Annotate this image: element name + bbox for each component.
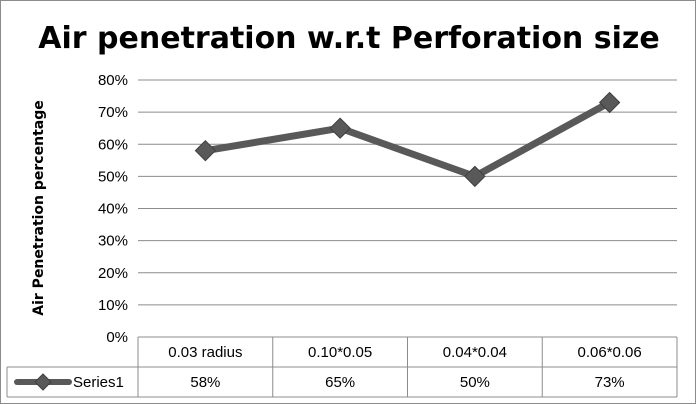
data-table-value: 58% <box>190 374 220 391</box>
category-label: 0.06*0.06 <box>578 344 642 361</box>
y-tick-label: 10% <box>98 297 128 314</box>
data-point-marker <box>329 117 351 139</box>
y-axis-label: Air Penetration percentage <box>31 100 47 315</box>
y-tick-label: 30% <box>98 233 128 250</box>
legend-marker-swatch <box>34 373 52 391</box>
chart-title: Air penetration w.r.t Perforation size <box>38 21 659 56</box>
data-table-value: 65% <box>325 374 355 391</box>
data-point-marker <box>598 91 621 114</box>
series-line <box>201 98 614 180</box>
y-tick-label: 50% <box>98 168 128 185</box>
y-tick-label: 70% <box>98 104 128 121</box>
category-label: 0.04*0.04 <box>443 344 507 361</box>
data-table: 0.03 radius 0.10*0.05 0.04*0.04 0.06*0.06 Se… <box>6 336 678 398</box>
data-table-value: 73% <box>595 374 625 391</box>
category-label: 0.03 radius <box>168 344 242 361</box>
y-tick-label: 0% <box>106 329 128 346</box>
legend-series-name: Series1 <box>73 374 124 391</box>
y-tick-label: 40% <box>98 201 128 218</box>
data-point-marker <box>464 165 486 188</box>
data-table-value: 50% <box>460 374 490 391</box>
data-point-marker <box>194 139 217 162</box>
category-label: 0.10*0.05 <box>308 344 372 361</box>
series-line-group <box>194 91 621 188</box>
y-tick-label: 80% <box>98 72 128 89</box>
y-tick-labels: 0% 10% 20% 30% 40% 50% 60% 70% 80% <box>98 72 128 346</box>
y-tick-label: 60% <box>98 136 128 153</box>
y-tick-label: 20% <box>98 265 128 282</box>
